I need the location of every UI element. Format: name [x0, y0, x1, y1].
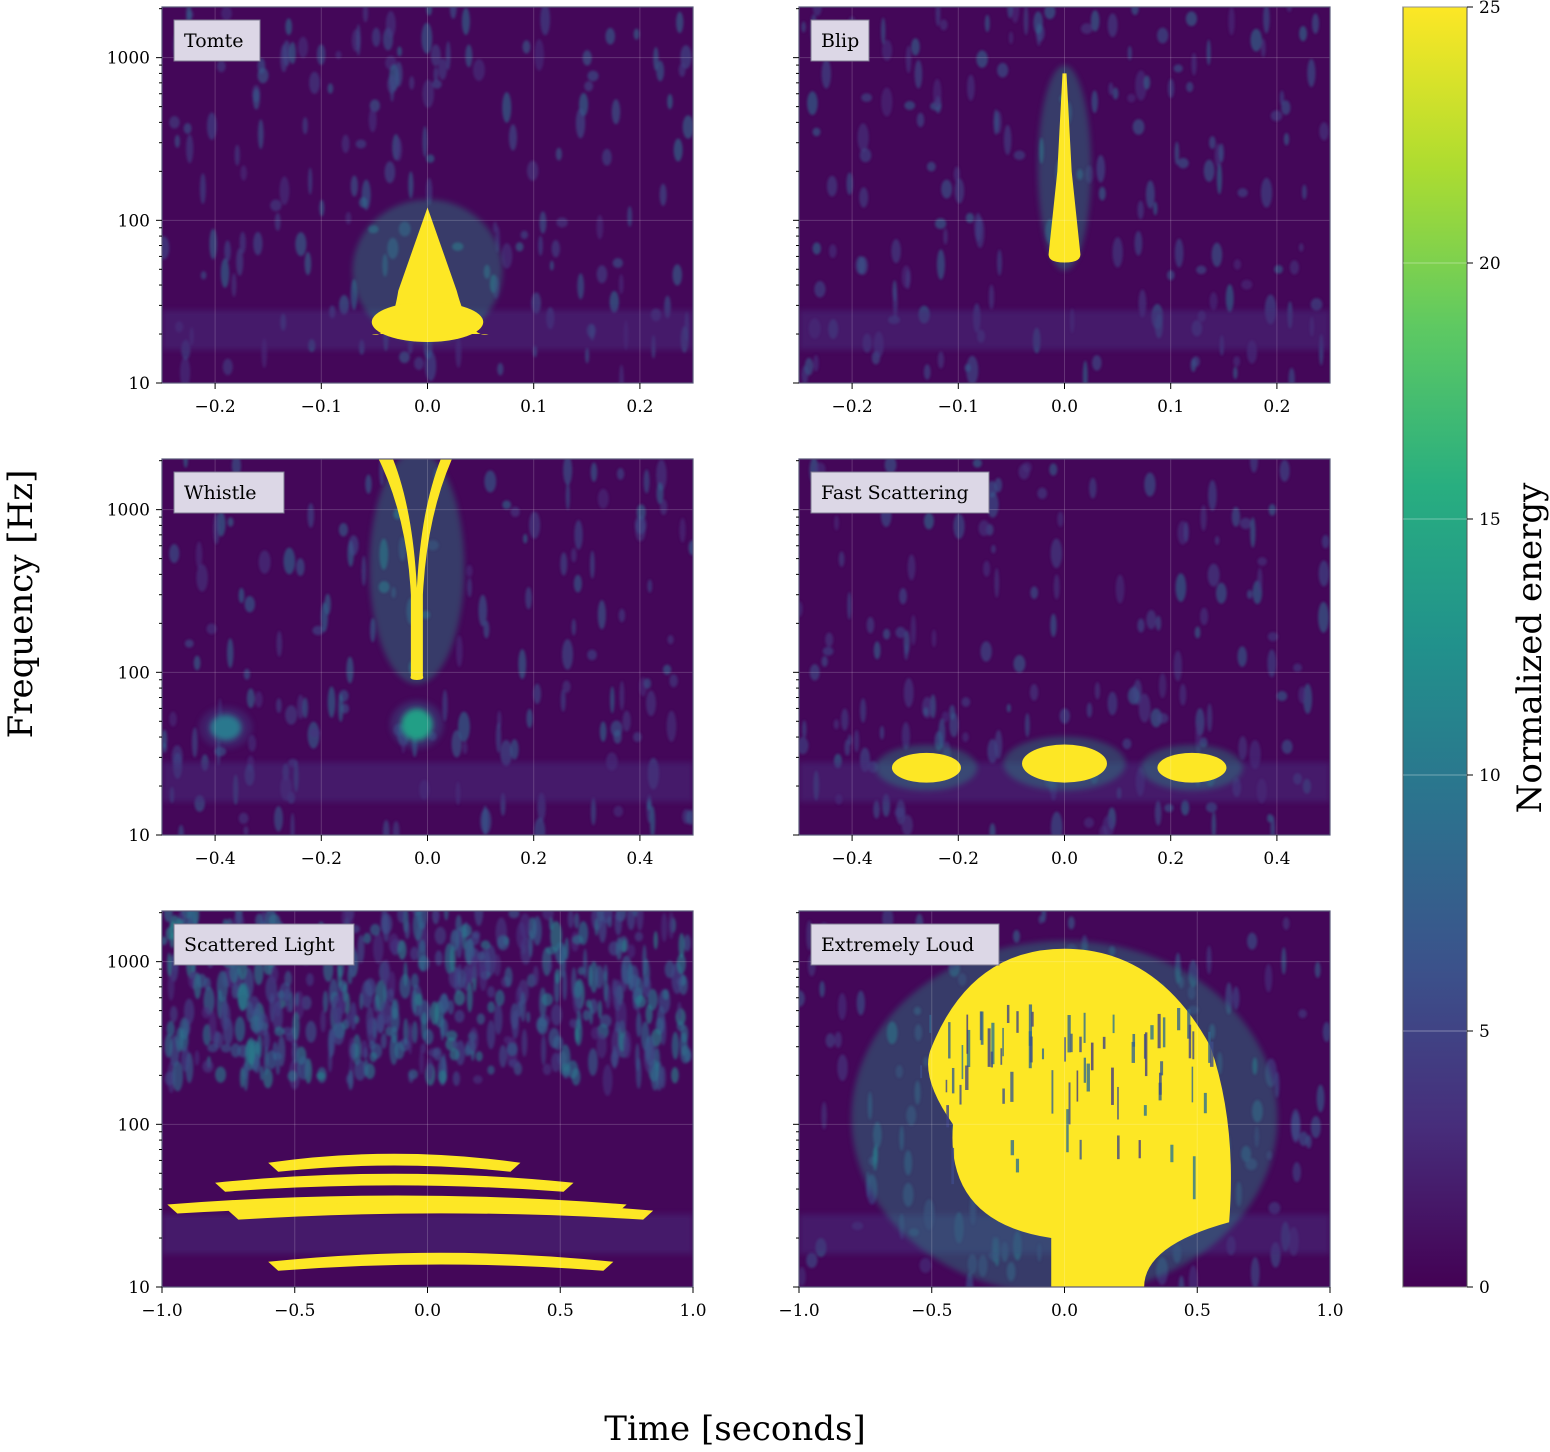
x-tick-label: −0.5	[274, 1301, 315, 1321]
panel-label: Extremely Loud	[810, 923, 1000, 966]
x-tick-label: 0.4	[626, 849, 653, 869]
noise-texture	[162, 911, 692, 1096]
panel-label: Scattered Light	[173, 923, 355, 966]
x-tick-label: 0.5	[547, 1301, 574, 1321]
x-tick-label: 0.2	[1263, 397, 1290, 417]
glitch-feature-1	[371, 207, 489, 335]
x-tick-label: 1.0	[1316, 1301, 1343, 1321]
x-tick-label: 0.0	[1051, 849, 1078, 869]
x-tick-label: −0.2	[938, 849, 979, 869]
heatmap	[162, 911, 693, 1271]
panel-label: Tomte	[173, 19, 261, 62]
y-axis-label: Frequency [Hz]	[1, 470, 41, 739]
x-tick-label: −0.1	[301, 397, 342, 417]
y-tick-label: 10	[128, 1278, 150, 1298]
y-tick-label: 100	[118, 1115, 150, 1135]
glitch-feature-1	[1048, 73, 1081, 263]
panel-label-text: Blip	[821, 30, 859, 52]
x-tick-label: 0.2	[520, 849, 547, 869]
colorbar-tick-label: 10	[1479, 766, 1501, 786]
x-tick-label: 0.5	[1184, 1301, 1211, 1321]
panel-label: Blip	[810, 19, 870, 62]
x-axis-label: Time [seconds]	[604, 1409, 865, 1449]
colorbar-tick-label: 20	[1479, 254, 1501, 274]
x-tick-label: 0.0	[1051, 1301, 1078, 1321]
x-tick-label: −0.1	[938, 397, 979, 417]
y-tick-label: 10	[128, 826, 150, 846]
colorbar-tick-label: 5	[1479, 1022, 1490, 1042]
x-tick-label: −0.5	[911, 1301, 952, 1321]
glitch-feature-1	[891, 752, 961, 783]
y-tick-label: 100	[118, 663, 150, 683]
panels-group: −0.2 −0.1 0.0 0.1 0.2 10 100 1000 Tomte −0.2 −0.1 0…	[107, 6, 1344, 1321]
panel-whistle: −0.4 −0.2 0.0 0.2 0.4 10 100 1000 Whistle	[107, 458, 694, 869]
x-tick-label: −0.4	[831, 849, 872, 869]
panel-label-text: Whistle	[184, 482, 257, 504]
colorbar-tick-label: 25	[1479, 0, 1501, 18]
low-frequency-band	[162, 762, 693, 802]
x-tick-label: −1.0	[141, 1301, 182, 1321]
panel-label: Whistle	[173, 471, 285, 514]
x-tick-label: 1.0	[679, 1301, 706, 1321]
loud-streaks	[920, 1004, 1214, 1200]
colorbar-tick-label: 0	[1479, 1278, 1490, 1298]
x-tick-label: −0.4	[194, 849, 235, 869]
low-frequency-band	[162, 1214, 693, 1254]
low-frequency-band	[799, 310, 1330, 350]
x-tick-label: 0.4	[1263, 849, 1290, 869]
colorbar-label: Normalized energy	[1510, 482, 1550, 813]
x-tick-label: 0.2	[626, 397, 653, 417]
glitch-feature-1	[378, 459, 452, 680]
colorbar-tick-label: 15	[1479, 510, 1501, 530]
x-tick-label: 0.0	[414, 397, 441, 417]
panel-extremely-loud: −1.0 −0.5 0.0 0.5 1.0 Extremely Loud	[778, 910, 1344, 1321]
panel-scattered-light: −1.0 −0.5 0.0 0.5 1.0 10 100 1000 Scattered Ligh…	[107, 910, 707, 1321]
glitch-feature-3	[1157, 752, 1227, 783]
scattering-arch-1	[268, 1153, 521, 1172]
panel-blip: −0.2 −0.1 0.0 0.1 0.2 Blip	[793, 6, 1331, 417]
x-tick-label: 0.0	[414, 849, 441, 869]
y-tick-label: 10	[128, 374, 150, 394]
panel-label-text: Scattered Light	[184, 934, 335, 956]
heatmap	[799, 911, 1330, 1287]
panel-fast-scattering: −0.4 −0.2 0.0 0.2 0.4 Fast Scattering	[793, 458, 1331, 869]
panel-label-text: Extremely Loud	[821, 934, 974, 956]
x-tick-label: 0.2	[1157, 849, 1184, 869]
heatmap	[162, 7, 693, 383]
x-tick-label: −1.0	[778, 1301, 819, 1321]
panel-label: Fast Scattering	[810, 471, 990, 514]
heatmap	[162, 459, 693, 835]
panel-tomte: −0.2 −0.1 0.0 0.1 0.2 10 100 1000 Tomte	[107, 6, 694, 417]
heatmap	[799, 459, 1330, 835]
y-tick-label: 1000	[107, 501, 150, 521]
colorbar: 0 5 10 15 20 25	[1402, 0, 1501, 1298]
x-tick-label: 0.1	[520, 397, 547, 417]
scattering-arch-5	[268, 1252, 614, 1271]
x-tick-label: 0.1	[1157, 397, 1184, 417]
panel-label-text: Tomte	[184, 30, 244, 52]
x-tick-label: 0.0	[414, 1301, 441, 1321]
y-tick-label: 1000	[107, 49, 150, 69]
scattering-arch-4	[228, 1201, 654, 1220]
y-tick-label: 100	[118, 211, 150, 231]
x-tick-label: −0.2	[831, 397, 872, 417]
heatmap	[799, 7, 1330, 383]
x-tick-label: −0.2	[301, 849, 342, 869]
panel-label-text: Fast Scattering	[821, 482, 969, 504]
colorbar-gradient	[1402, 6, 1468, 1288]
scattering-arch-2	[215, 1173, 574, 1192]
glitch-feature-2	[400, 708, 433, 741]
x-tick-label: 0.0	[1051, 397, 1078, 417]
y-tick-label: 1000	[107, 953, 150, 973]
glitch-feature-2	[1022, 744, 1107, 783]
glitch-feature-3	[209, 714, 242, 741]
x-tick-label: −0.2	[194, 397, 235, 417]
